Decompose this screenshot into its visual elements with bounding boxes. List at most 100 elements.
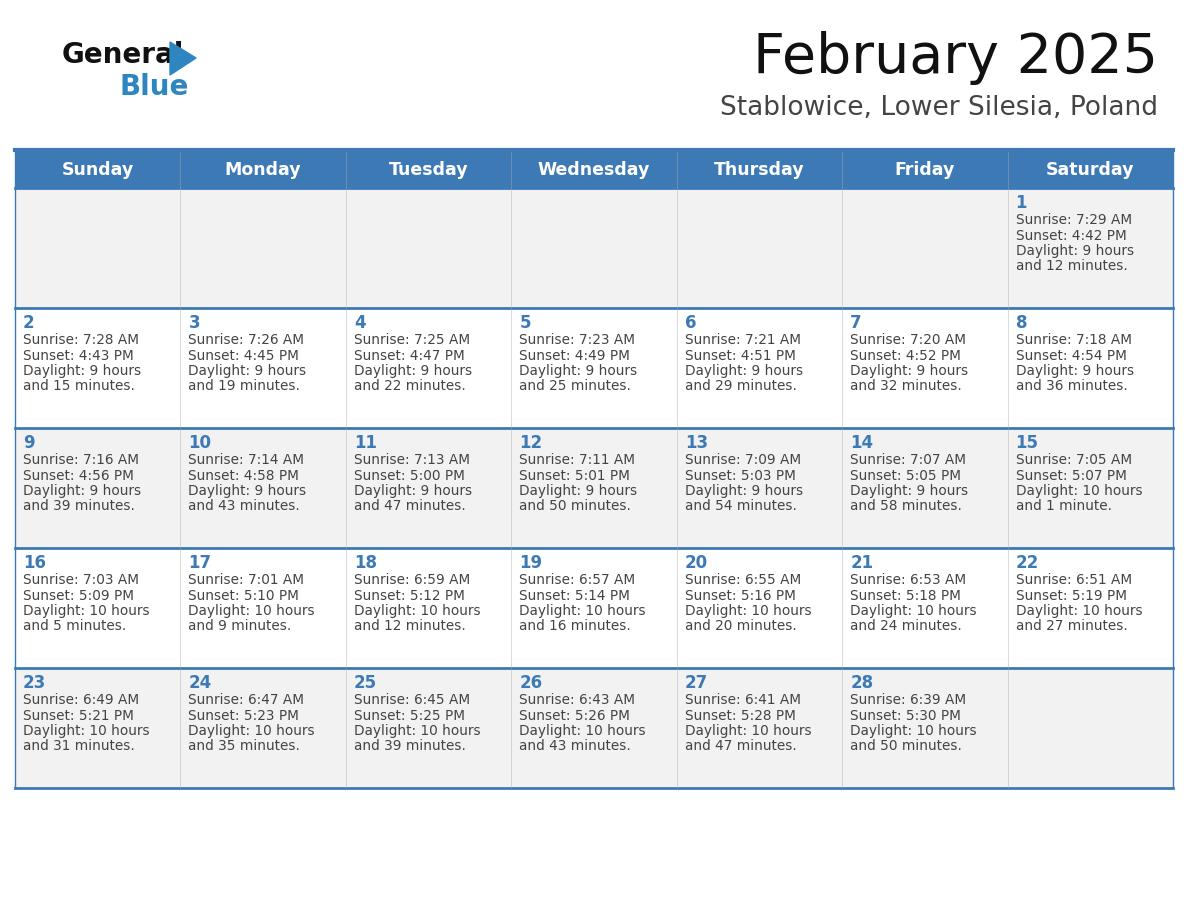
- Text: Sunrise: 7:20 AM: Sunrise: 7:20 AM: [851, 333, 966, 347]
- Text: and 19 minutes.: and 19 minutes.: [189, 379, 301, 394]
- Text: Sunset: 4:43 PM: Sunset: 4:43 PM: [23, 349, 134, 363]
- Text: Daylight: 10 hours: Daylight: 10 hours: [189, 724, 315, 738]
- Text: Sunrise: 7:28 AM: Sunrise: 7:28 AM: [23, 333, 139, 347]
- Text: and 24 minutes.: and 24 minutes.: [851, 620, 962, 633]
- Text: Sunset: 5:03 PM: Sunset: 5:03 PM: [684, 468, 796, 483]
- Text: 4: 4: [354, 314, 366, 332]
- Text: Sunrise: 6:53 AM: Sunrise: 6:53 AM: [851, 573, 966, 587]
- Text: Daylight: 9 hours: Daylight: 9 hours: [1016, 364, 1133, 378]
- Text: Sunrise: 7:09 AM: Sunrise: 7:09 AM: [684, 453, 801, 467]
- Text: and 43 minutes.: and 43 minutes.: [189, 499, 301, 513]
- Text: Sunrise: 7:03 AM: Sunrise: 7:03 AM: [23, 573, 139, 587]
- Text: 19: 19: [519, 554, 543, 572]
- Text: 13: 13: [684, 434, 708, 452]
- Text: and 5 minutes.: and 5 minutes.: [23, 620, 126, 633]
- Text: Sunset: 5:16 PM: Sunset: 5:16 PM: [684, 588, 796, 602]
- Text: and 36 minutes.: and 36 minutes.: [1016, 379, 1127, 394]
- Text: Sunrise: 6:41 AM: Sunrise: 6:41 AM: [684, 693, 801, 707]
- Text: Sunrise: 7:14 AM: Sunrise: 7:14 AM: [189, 453, 304, 467]
- Text: Daylight: 9 hours: Daylight: 9 hours: [519, 484, 638, 498]
- Text: Sunset: 5:00 PM: Sunset: 5:00 PM: [354, 468, 465, 483]
- Text: and 12 minutes.: and 12 minutes.: [1016, 260, 1127, 274]
- Text: Sunrise: 7:13 AM: Sunrise: 7:13 AM: [354, 453, 470, 467]
- Text: Daylight: 9 hours: Daylight: 9 hours: [23, 484, 141, 498]
- Text: Daylight: 9 hours: Daylight: 9 hours: [851, 364, 968, 378]
- Text: 12: 12: [519, 434, 543, 452]
- Text: Daylight: 10 hours: Daylight: 10 hours: [1016, 484, 1142, 498]
- Text: 16: 16: [23, 554, 46, 572]
- Text: Blue: Blue: [120, 73, 189, 101]
- Text: Sunset: 5:23 PM: Sunset: 5:23 PM: [189, 709, 299, 722]
- Text: and 12 minutes.: and 12 minutes.: [354, 620, 466, 633]
- Text: Sunset: 5:01 PM: Sunset: 5:01 PM: [519, 468, 630, 483]
- Text: Daylight: 10 hours: Daylight: 10 hours: [684, 724, 811, 738]
- Text: 6: 6: [684, 314, 696, 332]
- Text: and 20 minutes.: and 20 minutes.: [684, 620, 796, 633]
- Text: Daylight: 9 hours: Daylight: 9 hours: [1016, 244, 1133, 258]
- Text: Sunrise: 7:07 AM: Sunrise: 7:07 AM: [851, 453, 966, 467]
- Text: Sunset: 4:45 PM: Sunset: 4:45 PM: [189, 349, 299, 363]
- Text: 21: 21: [851, 554, 873, 572]
- Text: and 16 minutes.: and 16 minutes.: [519, 620, 631, 633]
- Text: 9: 9: [23, 434, 34, 452]
- Text: Sunrise: 7:21 AM: Sunrise: 7:21 AM: [684, 333, 801, 347]
- Text: 8: 8: [1016, 314, 1028, 332]
- Text: Daylight: 9 hours: Daylight: 9 hours: [189, 484, 307, 498]
- Bar: [15, 188, 1173, 308]
- Text: Daylight: 10 hours: Daylight: 10 hours: [189, 604, 315, 618]
- Text: Daylight: 9 hours: Daylight: 9 hours: [684, 364, 803, 378]
- Text: 28: 28: [851, 674, 873, 692]
- Text: Daylight: 9 hours: Daylight: 9 hours: [189, 364, 307, 378]
- Text: Sunrise: 6:49 AM: Sunrise: 6:49 AM: [23, 693, 139, 707]
- Text: Daylight: 9 hours: Daylight: 9 hours: [354, 484, 472, 498]
- Text: 22: 22: [1016, 554, 1038, 572]
- Text: and 15 minutes.: and 15 minutes.: [23, 379, 135, 394]
- Text: Sunset: 4:54 PM: Sunset: 4:54 PM: [1016, 349, 1126, 363]
- Text: Sunset: 5:10 PM: Sunset: 5:10 PM: [189, 588, 299, 602]
- Text: and 27 minutes.: and 27 minutes.: [1016, 620, 1127, 633]
- Text: Monday: Monday: [225, 161, 302, 179]
- Text: Sunset: 4:42 PM: Sunset: 4:42 PM: [1016, 229, 1126, 242]
- Text: Daylight: 10 hours: Daylight: 10 hours: [684, 604, 811, 618]
- Text: Daylight: 10 hours: Daylight: 10 hours: [1016, 604, 1142, 618]
- Text: Sunset: 5:25 PM: Sunset: 5:25 PM: [354, 709, 465, 722]
- Text: and 39 minutes.: and 39 minutes.: [23, 499, 135, 513]
- Text: and 9 minutes.: and 9 minutes.: [189, 620, 292, 633]
- Text: Sunset: 5:05 PM: Sunset: 5:05 PM: [851, 468, 961, 483]
- Text: Daylight: 10 hours: Daylight: 10 hours: [354, 604, 480, 618]
- Text: General: General: [62, 41, 184, 69]
- Text: Daylight: 9 hours: Daylight: 9 hours: [519, 364, 638, 378]
- Text: Sunrise: 6:51 AM: Sunrise: 6:51 AM: [1016, 573, 1132, 587]
- Text: Sunrise: 6:59 AM: Sunrise: 6:59 AM: [354, 573, 470, 587]
- Text: Sunrise: 7:18 AM: Sunrise: 7:18 AM: [1016, 333, 1132, 347]
- Text: Daylight: 10 hours: Daylight: 10 hours: [851, 604, 977, 618]
- Text: 20: 20: [684, 554, 708, 572]
- Text: Tuesday: Tuesday: [388, 161, 468, 179]
- Text: and 1 minute.: and 1 minute.: [1016, 499, 1112, 513]
- Text: 18: 18: [354, 554, 377, 572]
- Text: Sunrise: 7:26 AM: Sunrise: 7:26 AM: [189, 333, 304, 347]
- Text: Sunday: Sunday: [62, 161, 134, 179]
- Text: Sunrise: 7:16 AM: Sunrise: 7:16 AM: [23, 453, 139, 467]
- Text: 25: 25: [354, 674, 377, 692]
- Text: Daylight: 10 hours: Daylight: 10 hours: [851, 724, 977, 738]
- Text: Sunrise: 6:45 AM: Sunrise: 6:45 AM: [354, 693, 470, 707]
- Text: and 47 minutes.: and 47 minutes.: [684, 740, 796, 754]
- Text: and 54 minutes.: and 54 minutes.: [684, 499, 797, 513]
- Text: and 43 minutes.: and 43 minutes.: [519, 740, 631, 754]
- Text: and 22 minutes.: and 22 minutes.: [354, 379, 466, 394]
- Text: Sunset: 5:28 PM: Sunset: 5:28 PM: [684, 709, 796, 722]
- Text: Sunset: 5:21 PM: Sunset: 5:21 PM: [23, 709, 134, 722]
- Text: Daylight: 9 hours: Daylight: 9 hours: [23, 364, 141, 378]
- Text: 1: 1: [1016, 194, 1028, 212]
- Text: Daylight: 9 hours: Daylight: 9 hours: [851, 484, 968, 498]
- Text: Daylight: 9 hours: Daylight: 9 hours: [684, 484, 803, 498]
- Text: Friday: Friday: [895, 161, 955, 179]
- Text: 23: 23: [23, 674, 46, 692]
- Text: Sunset: 4:51 PM: Sunset: 4:51 PM: [684, 349, 796, 363]
- Text: 26: 26: [519, 674, 543, 692]
- Text: Sunset: 4:58 PM: Sunset: 4:58 PM: [189, 468, 299, 483]
- Text: Sunrise: 7:25 AM: Sunrise: 7:25 AM: [354, 333, 470, 347]
- Text: Sunrise: 6:57 AM: Sunrise: 6:57 AM: [519, 573, 636, 587]
- Text: Daylight: 10 hours: Daylight: 10 hours: [23, 724, 150, 738]
